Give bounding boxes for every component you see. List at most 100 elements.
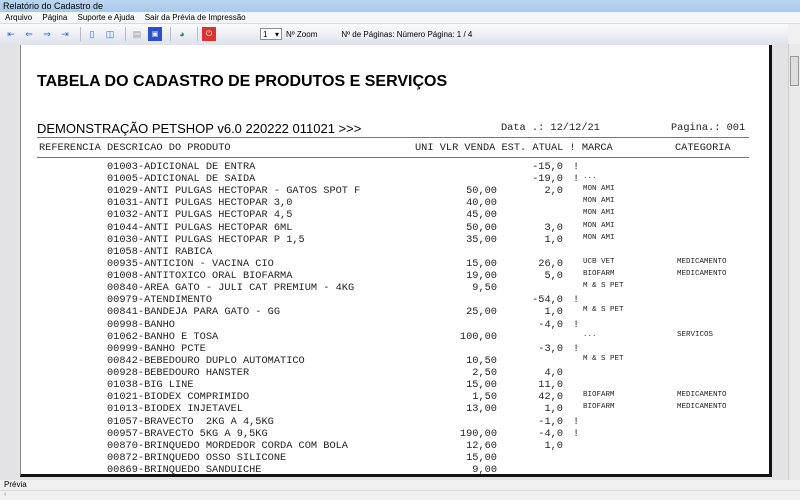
last-page-icon[interactable]: ⇥: [61, 28, 69, 39]
two-pages-icon[interactable]: ◫: [105, 28, 115, 39]
table-row: 01029-ANTI PULGAS HECTOPAR - GATOS SPOT …: [21, 185, 769, 198]
column-headers: REFERENCIA DESCRICAO DO PRODUTO UNI VLR …: [39, 142, 751, 154]
row-description: 00842-BEBEDOURO DUPLO AUTOMATICO: [107, 354, 305, 367]
table-row: 00869-BRINQUEDO SANDUICHE 9,00: [21, 464, 769, 474]
table-row: 01013-BIODEX INJETAVEL 13,00 1,0 BIOFARM MED…: [21, 403, 769, 416]
row-category: MEDICAMENTO: [677, 257, 727, 266]
table-row: 00841-BANDEJA PARA GATO - GG 25,00 1,0 M & …: [21, 306, 769, 319]
row-price: 2,50: [472, 367, 497, 380]
table-row: 01058-ANTI RABICA: [21, 246, 769, 258]
row-description: 01013-BIODEX INJETAVEL: [107, 403, 243, 416]
row-brand: MON AMI: [583, 185, 615, 194]
table-row: 00842-BEBEDOURO DUPLO AUTOMATICO 10,50 M &…: [21, 354, 769, 367]
row-description: 00957-BRAVECTO 5KG A 9,5KG: [107, 427, 268, 440]
menu-suporte[interactable]: Suporte e Ajuda: [77, 13, 135, 22]
toolbar-divider: [80, 27, 81, 41]
row-description: 00979-ATENDIMENTO: [107, 294, 213, 307]
row-stock: 1,0: [544, 306, 563, 319]
report-title: TABELA DO CADASTRO DE PRODUTOS E SERVIÇO…: [37, 73, 448, 90]
row-category: MEDICAMENTO: [677, 270, 727, 279]
row-stock: 1,0: [544, 439, 563, 452]
row-price: 50,00: [466, 185, 497, 198]
table-row: 01031-ANTI PULGAS HECTOPAR 3,0 40,00 MON A…: [21, 197, 769, 210]
row-description: 01031-ANTI PULGAS HECTOPAR 3,0: [107, 197, 293, 210]
row-stock: 42,0: [538, 391, 563, 404]
table-row: 00870-BRINQUEDO MORDEDOR CORDA COM BOLA 1…: [21, 439, 769, 452]
first-page-icon[interactable]: ⇤: [7, 28, 15, 39]
row-description: 01062-BANHO E TOSA: [107, 330, 219, 343]
print-icon[interactable]: ▤: [132, 28, 142, 39]
table-row: 00998-BANHO -4,0!: [21, 319, 769, 331]
row-price: 25,00: [466, 306, 497, 319]
table-row: 00840-AREA GATO - JULI CAT PREMIUM - 4KG…: [21, 282, 769, 295]
menu-arquivo[interactable]: Arquivo: [5, 13, 33, 22]
row-brand: UCB VET: [583, 257, 615, 266]
table-row: 01062-BANHO E TOSA 100,00... SERVICOS: [21, 330, 769, 343]
row-price: 12,60: [466, 439, 497, 452]
table-row: 00928-BEBEDOURO HANSTER 2,50 4,0: [21, 367, 769, 380]
row-brand: MON AMI: [583, 209, 615, 218]
status-text: Prévia: [4, 480, 27, 489]
table-row: 00872-BRINQUEDO OSSO SILICONE 15,00: [21, 451, 769, 464]
row-description: 01044-ANTI PULGAS HECTOPAR 6ML: [107, 221, 293, 234]
previous-page-icon[interactable]: ⇐: [25, 28, 33, 39]
row-description: 00928-BEBEDOURO HANSTER: [107, 367, 250, 380]
toolbar: ⇤ ⇐ ⇒ ⇥ ▯ ◫ ▤ ▣ ◕ ⏻ 1 ▾ Nº Zoom Nº de Pág…: [0, 24, 788, 44]
row-flag: !: [573, 294, 580, 307]
row-brand: ...: [583, 173, 597, 182]
close-preview-icon[interactable]: ⏻: [202, 27, 216, 41]
row-flag: !: [573, 415, 580, 428]
row-flag: !: [573, 342, 580, 355]
row-price: 9,50: [472, 282, 497, 295]
horizontal-scrollbar[interactable]: ‹: [0, 490, 800, 500]
table-row: 01005-ADICIONAL DE SAIDA -19,0!...: [21, 173, 769, 186]
row-description: 00840-AREA GATO - JULI CAT PREMIUM - 4KG: [107, 282, 355, 295]
status-bar: Prévia: [0, 480, 800, 490]
row-stock: 11,0: [538, 379, 563, 392]
report-date: Data .: 12/12/21: [501, 122, 600, 134]
next-page-icon[interactable]: ⇒: [43, 28, 51, 39]
toolbar-divider: [125, 27, 126, 41]
table-row: 01008-ANTITOXICO ORAL BIOFARMA 19,00 5,0 BI…: [21, 270, 769, 283]
table-row: 01003-ADICIONAL DE ENTRA -15,0!: [21, 161, 769, 173]
row-description: 01005-ADICIONAL DE SAIDA: [107, 173, 256, 186]
print-setup-icon[interactable]: ▣: [148, 27, 162, 41]
row-brand: M & S PET: [583, 306, 624, 315]
window-title: Relatório do Cadastro de: [3, 1, 104, 11]
divider: [37, 157, 749, 158]
row-description: 01008-ANTITOXICO ORAL BIOFARMA: [107, 270, 293, 283]
table-row: 01021-BIODEX COMPRIMIDO 1,50 42,0 BIOFARM ME…: [21, 391, 769, 404]
menu-sair-previa[interactable]: Sair da Prévia de Impressão: [144, 13, 246, 22]
header-cat: CATEGORIA: [675, 142, 731, 154]
menu-pagina[interactable]: Página: [42, 13, 68, 22]
table-row: 01044-ANTI PULGAS HECTOPAR 6ML 50,00 3,0 MO…: [21, 221, 769, 234]
preview-area: TABELA DO CADASTRO DE PRODUTOS E SERVIÇO…: [0, 44, 788, 480]
row-price: 45,00: [466, 209, 497, 222]
single-page-icon[interactable]: ▯: [89, 28, 95, 39]
window-title-bar: Relatório do Cadastro de: [0, 0, 800, 12]
export-icon[interactable]: ◕: [179, 29, 185, 39]
row-price: 190,00: [459, 427, 497, 440]
row-stock: 26,0: [538, 257, 563, 270]
vertical-scrollbar[interactable]: [788, 44, 800, 480]
table-row: 00999-BANHO PCTE -3,0!: [21, 342, 769, 355]
divider: [37, 137, 749, 138]
company-name: DEMONSTRAÇÃO PETSHOP v6.0 220222 011021 …: [37, 121, 362, 136]
row-description: 01030-ANTI PULGAS HECTOPAR P 1,5: [107, 233, 305, 246]
table-row: 00935-ANTICION - VACINA CIO 15,00 26,0 UCB …: [21, 257, 769, 270]
zoom-select[interactable]: 1 ▾: [260, 28, 282, 40]
row-price: 15,00: [466, 451, 497, 464]
header-mid: UNI VLR VENDA EST. ATUAL ! MARCA: [415, 142, 613, 154]
row-price: 35,00: [466, 233, 497, 246]
row-stock: 2,0: [544, 185, 563, 198]
table-row: 00957-BRAVECTO 5KG A 9,5KG 190,00 -4,0!: [21, 427, 769, 440]
row-brand: M & S PET: [583, 354, 624, 363]
table-row: 01032-ANTI PULGAS HECTOPAR 4,5 45,00 MON A…: [21, 209, 769, 222]
row-stock: 4,0: [544, 367, 563, 380]
row-price: 19,00: [466, 270, 497, 283]
row-price: 15,00: [466, 379, 497, 392]
row-flag: !: [573, 427, 580, 440]
row-category: MEDICAMENTO: [677, 391, 727, 400]
row-price: 10,50: [466, 354, 497, 367]
scroll-thumb[interactable]: [790, 56, 799, 86]
